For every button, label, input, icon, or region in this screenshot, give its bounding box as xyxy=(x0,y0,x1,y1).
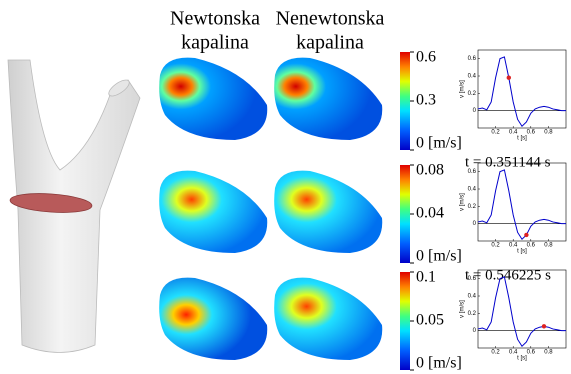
y-tick-label: 0.6 xyxy=(468,56,477,62)
colorbar xyxy=(400,52,410,150)
colorbar-label: 0.04 xyxy=(416,205,444,222)
colorbar-label: 0.05 xyxy=(416,312,444,329)
velocity-section xyxy=(274,171,382,253)
plot-frame xyxy=(478,50,566,128)
colorbar-label: 0 xyxy=(416,248,424,265)
x-tick-label: 0.6 xyxy=(527,130,536,136)
y-tick-label: 0.4 xyxy=(468,187,477,193)
colorbar-label: 0.08 xyxy=(416,162,444,179)
y-tick-label: 0.2 xyxy=(468,91,477,97)
column-title: Newtonska xyxy=(170,8,260,30)
y-tick-label: 0.6 xyxy=(468,169,477,175)
y-tick-label: 0 xyxy=(473,328,477,334)
x-tick-label: 0.2 xyxy=(491,243,500,249)
velocity-section xyxy=(159,171,267,253)
x-tick-label: 0.2 xyxy=(491,130,500,136)
x-tick-label: 0.8 xyxy=(544,350,553,356)
y-tick-label: 0.4 xyxy=(468,74,477,80)
velocity-section xyxy=(274,58,382,140)
velocity-curve xyxy=(478,277,566,346)
y-tick-label: 0.6 xyxy=(468,276,477,282)
x-tick-label: 0.2 xyxy=(491,350,500,356)
x-tick-label: 0.6 xyxy=(527,243,536,249)
velocity-section xyxy=(159,278,267,360)
colorbar xyxy=(400,272,410,370)
y-tick-label: 0.2 xyxy=(468,311,477,317)
velocity-section xyxy=(159,58,267,140)
y-tick-label: 0 xyxy=(473,108,477,114)
plot-frame xyxy=(478,163,566,241)
time-marker xyxy=(507,76,511,80)
colorbar-label: 0.6 xyxy=(416,49,436,66)
y-tick-label: 0.4 xyxy=(468,294,477,300)
velocity-section xyxy=(274,278,382,360)
velocity-curve xyxy=(478,170,566,239)
y-tick-label: 0.2 xyxy=(468,204,477,210)
figure: NewtonskakapalinaNenewtonskakapalina00.3… xyxy=(0,0,571,374)
colorbar-label: 0.3 xyxy=(416,92,436,109)
colorbar-unit: [m/s] xyxy=(428,135,462,152)
colorbar-unit: [m/s] xyxy=(428,355,462,372)
column-title: kapalina xyxy=(296,32,364,54)
column-title: Nenewtonska xyxy=(276,8,385,30)
vessel xyxy=(8,60,140,353)
time-marker xyxy=(524,233,528,237)
y-axis-label: v [m/s] xyxy=(460,300,466,318)
y-axis-label: v [m/s] xyxy=(460,80,466,98)
x-tick-label: 0.8 xyxy=(544,243,553,249)
y-axis-label: v [m/s] xyxy=(460,193,466,211)
x-axis-label: t [s] xyxy=(517,136,527,142)
column-title: kapalina xyxy=(181,32,249,54)
colorbar-label: 0.1 xyxy=(416,269,436,286)
colorbar-label: 0 xyxy=(416,355,424,372)
x-tick-label: 0.6 xyxy=(527,350,536,356)
x-tick-label: 0.8 xyxy=(544,130,553,136)
time-marker xyxy=(542,324,546,328)
colorbar-unit: [m/s] xyxy=(428,248,462,265)
y-tick-label: 0 xyxy=(473,221,477,227)
x-axis-label: t [s] xyxy=(517,249,527,255)
x-axis-label: t [s] xyxy=(517,356,527,362)
colorbar xyxy=(400,165,410,263)
colorbar-label: 0 xyxy=(416,135,424,152)
velocity-curve xyxy=(478,57,566,126)
